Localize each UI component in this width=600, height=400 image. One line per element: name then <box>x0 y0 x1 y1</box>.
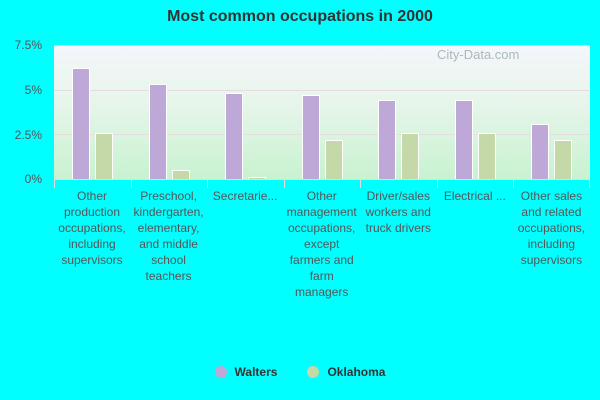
legend-item-walters[interactable]: Walters <box>214 365 278 379</box>
x-tick <box>589 179 590 188</box>
bar-oklahoma[interactable] <box>401 132 420 179</box>
gridline <box>54 134 590 135</box>
oklahoma-swatch-icon <box>307 366 320 378</box>
chart-title: Most common occupations in 2000 <box>167 8 433 25</box>
x-tick-label: Other production occupations, including … <box>58 189 126 267</box>
x-tick-label: Preschool, kindergarten, elementary, and… <box>133 189 204 283</box>
y-tick-label: 2.5% <box>14 128 42 142</box>
legend: Walters Oklahoma <box>0 365 600 379</box>
x-tick <box>436 179 438 188</box>
y-tick-label: 5% <box>24 83 42 97</box>
plot-area <box>54 45 590 179</box>
x-tick-label: Other management occupations, except far… <box>286 189 357 299</box>
bar-walters[interactable] <box>301 95 320 179</box>
y-tick-label: 0% <box>24 172 42 186</box>
legend-label: Walters <box>234 365 278 379</box>
gridline <box>54 45 590 46</box>
legend-label: Oklahoma <box>327 365 386 379</box>
x-tick-label: Other sales and related occupations, inc… <box>517 189 586 267</box>
bar-oklahoma[interactable] <box>171 170 190 179</box>
legend-item-oklahoma[interactable]: Oklahoma <box>307 365 385 379</box>
bar-oklahoma[interactable] <box>554 139 573 179</box>
x-tick-label: Electrical ... <box>443 189 506 203</box>
x-tick <box>283 179 285 188</box>
y-tick-label: 7.5% <box>14 38 42 52</box>
x-tick <box>54 179 55 188</box>
x-tick <box>513 179 515 188</box>
bar-oklahoma[interactable] <box>95 132 113 179</box>
x-axis <box>54 179 590 180</box>
bar-walters[interactable] <box>454 100 473 179</box>
bar-oklahoma[interactable] <box>248 177 267 179</box>
x-tick-label: Driver/sales workers and truck drivers <box>365 189 431 235</box>
bar-walters[interactable] <box>148 84 167 179</box>
bar-walters[interactable] <box>378 100 397 179</box>
x-tick <box>207 179 209 188</box>
bar-walters[interactable] <box>72 68 90 179</box>
x-tick <box>130 179 132 188</box>
x-tick-label: Secretarie... <box>212 189 278 203</box>
x-tick <box>360 179 362 188</box>
bar-oklahoma[interactable] <box>324 139 343 179</box>
bar-walters[interactable] <box>225 93 244 179</box>
walters-swatch-icon <box>214 366 227 378</box>
bar-walters[interactable] <box>531 123 550 179</box>
gridline <box>54 90 590 91</box>
watermark: City-Data.com <box>437 47 520 62</box>
bar-oklahoma[interactable] <box>477 132 496 179</box>
